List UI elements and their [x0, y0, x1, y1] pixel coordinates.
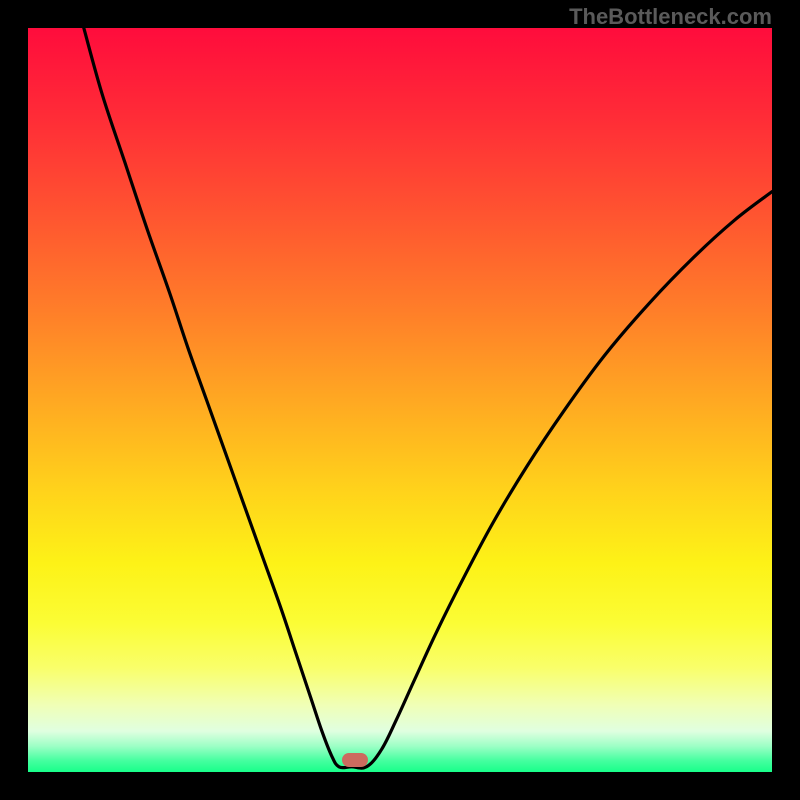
- plot-area: [28, 28, 772, 772]
- chart-container: TheBottleneck.com: [0, 0, 800, 800]
- watermark-text: TheBottleneck.com: [569, 4, 772, 30]
- optimal-point-marker: [342, 753, 368, 767]
